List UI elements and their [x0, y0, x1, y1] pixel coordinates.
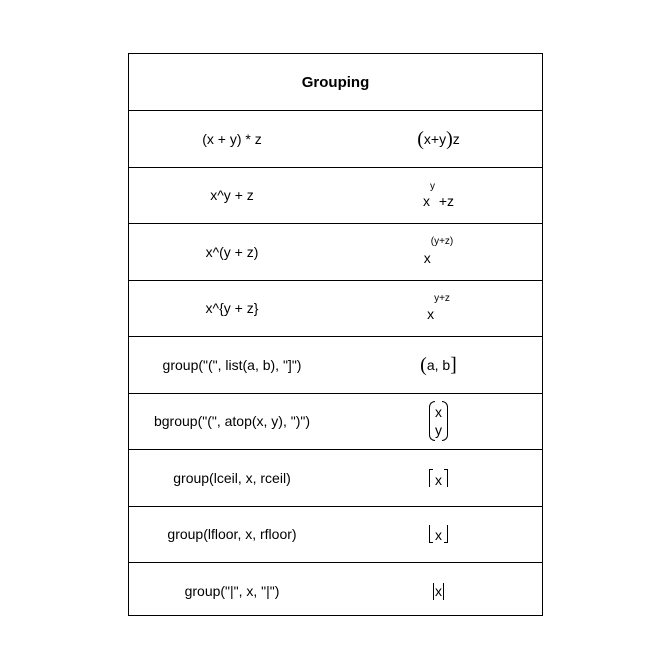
right-ceil-shape	[444, 468, 448, 487]
rendered-cell: x	[335, 507, 542, 563]
left-floor-shape	[429, 525, 433, 544]
math-base: x	[422, 193, 430, 210]
math-inner: x	[435, 527, 442, 544]
rendered-cell: x (y+z)	[335, 224, 542, 280]
left-bar-shape	[433, 582, 434, 600]
abs-group: x	[432, 582, 445, 600]
table-row: group("(", list(a, b), "]") (a, b]	[129, 337, 542, 394]
atop-stack: x y	[435, 403, 442, 439]
code-cell: bgroup("(", atop(x, y), ")")	[153, 413, 311, 430]
atop-bottom: y	[435, 422, 442, 439]
left-ceil-shape	[429, 468, 433, 487]
code-cell: x^(y + z)	[205, 243, 259, 260]
atop-top: x	[435, 404, 442, 421]
math-superscript: (y+z)	[430, 236, 454, 248]
code-cell: group("|", x, "|")	[184, 583, 280, 600]
math-superscript: y	[429, 180, 435, 192]
paren-group: x y	[429, 401, 448, 442]
table-row: x^(y + z) x (y+z)	[129, 224, 542, 281]
code-cell: group(lfloor, x, rfloor)	[167, 526, 297, 543]
open-paren: (	[417, 127, 424, 150]
rendered-cell: (x+y) z	[335, 111, 542, 167]
rendered-cell: x	[335, 450, 542, 506]
close-bracket: ]	[450, 353, 457, 376]
code-cell: group("(", list(a, b), "]")	[162, 356, 302, 373]
table-row: group(lceil, x, rceil) x	[129, 450, 542, 507]
math-inner: x+y	[423, 130, 447, 147]
math-base: x	[427, 306, 435, 323]
code-cell: (x + y) * z	[202, 130, 262, 147]
code-cell: x^{y + z}	[205, 300, 259, 317]
ceil-group: x	[429, 468, 448, 488]
table-row: group("|", x, "|") x	[129, 563, 542, 620]
math-inner: a, b	[426, 356, 451, 373]
rendered-cell: x y	[335, 394, 542, 450]
table-row: bgroup("(", atop(x, y), ")") x y	[129, 394, 542, 450]
rendered-cell: (a, b]	[335, 337, 542, 393]
table-title: Grouping	[129, 54, 542, 111]
floor-group: x	[429, 525, 448, 544]
right-floor-shape	[444, 525, 448, 544]
rendered-cell: x y+z	[335, 281, 542, 337]
math-rest: +z	[434, 193, 455, 210]
right-paren-shape	[442, 401, 448, 442]
math-base: x	[423, 249, 431, 266]
math-inner: x	[435, 583, 442, 600]
code-cell: group(lceil, x, rceil)	[173, 469, 291, 486]
close-paren: )	[446, 127, 453, 150]
open-paren: (	[420, 353, 427, 376]
right-bar-shape	[443, 582, 444, 600]
table-row: (x + y) * z (x+y) z	[129, 111, 542, 168]
table-row: x^{y + z} x y+z	[129, 281, 542, 337]
code-cell: x^y + z	[210, 187, 254, 204]
rendered-cell: x	[335, 563, 542, 620]
math-inner: x	[435, 471, 442, 488]
math-after: z	[452, 130, 460, 147]
table-row: group(lfloor, x, rfloor) x	[129, 507, 542, 563]
math-superscript: y+z	[434, 292, 450, 304]
